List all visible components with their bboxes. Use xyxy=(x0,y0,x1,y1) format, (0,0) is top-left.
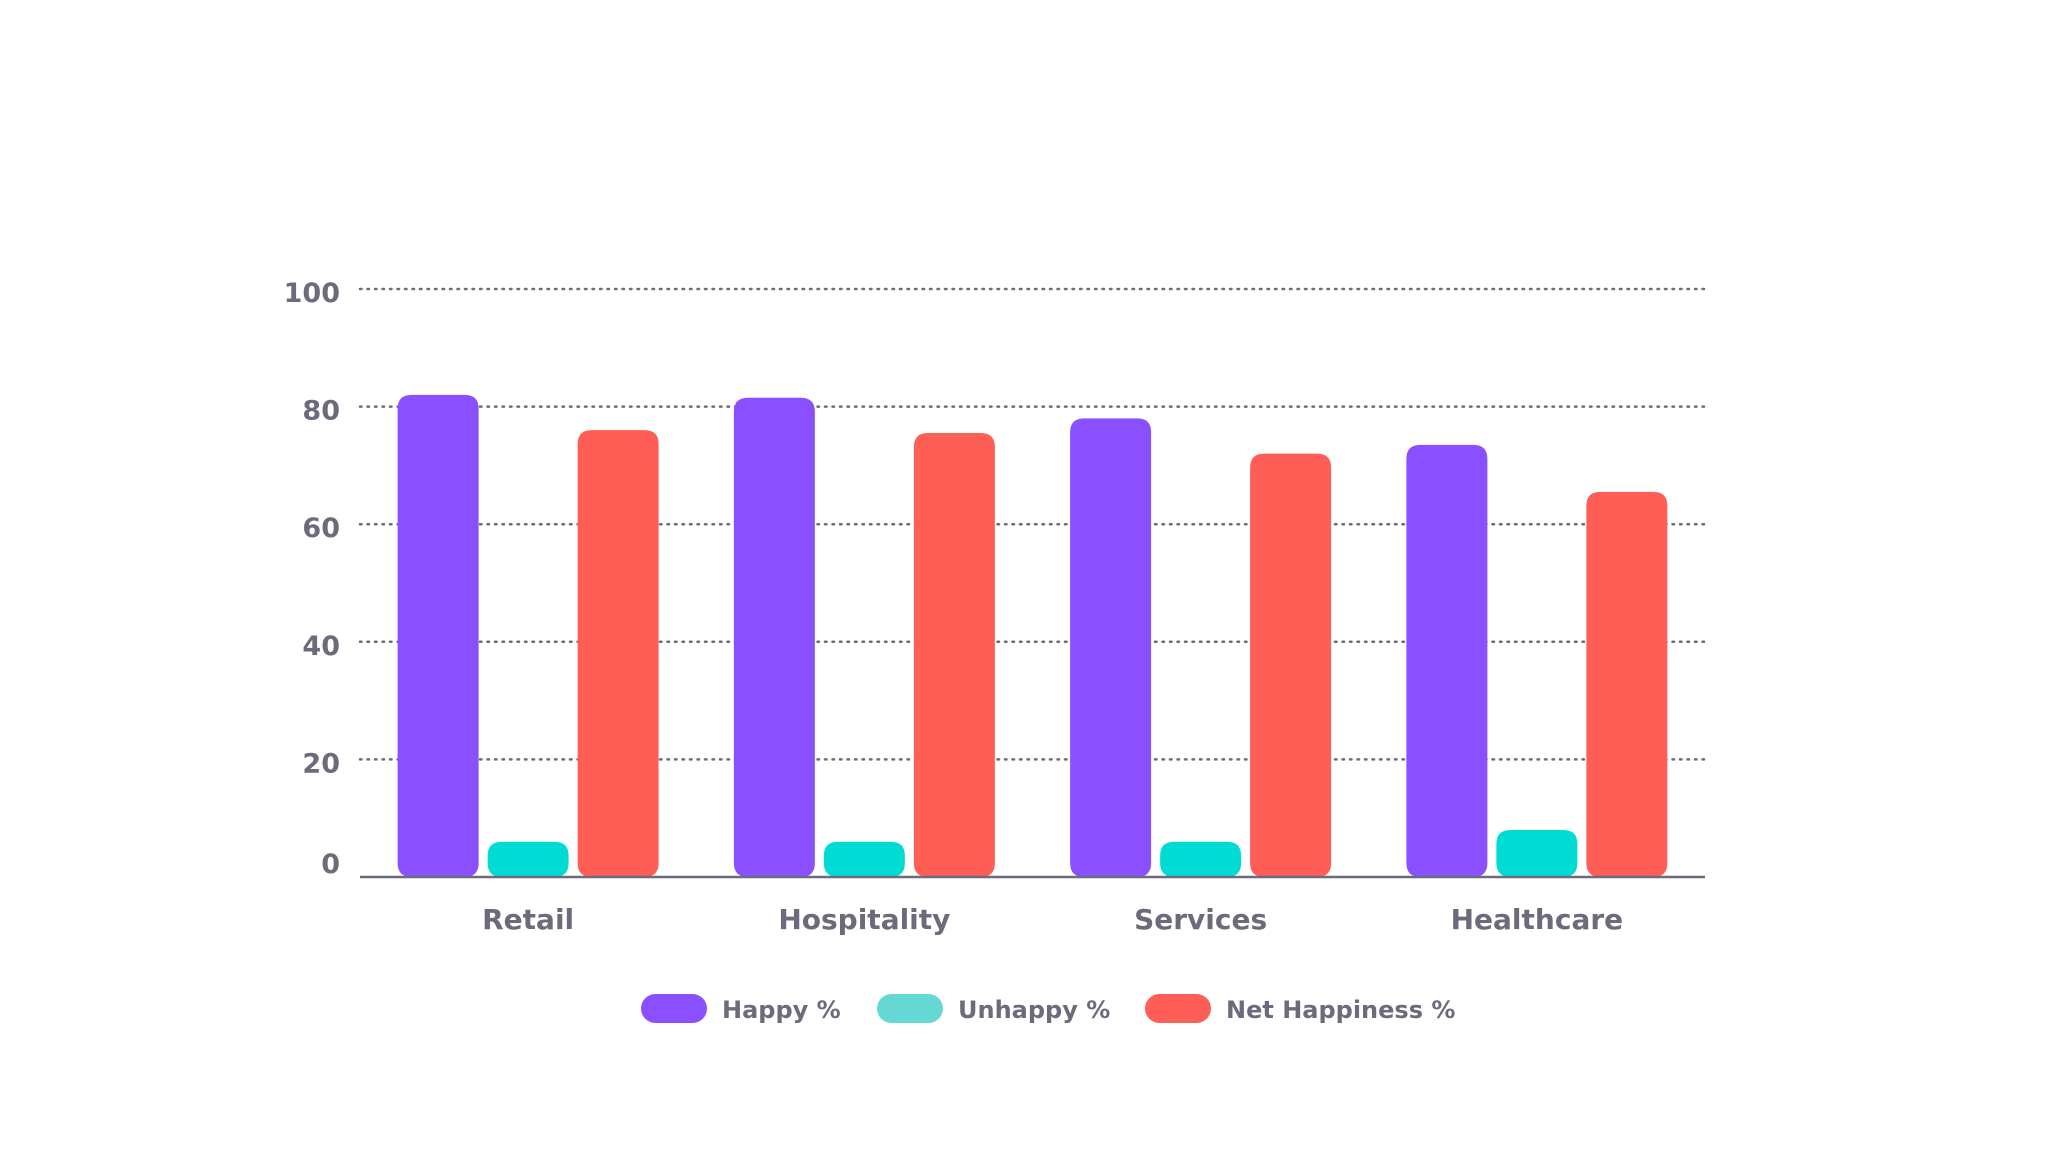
bar-retail-0 xyxy=(397,394,479,877)
bar-healthcare-0 xyxy=(1406,444,1488,877)
legend-swatch xyxy=(1145,994,1211,1023)
x-tick-label: Services xyxy=(1134,903,1267,936)
y-tick-label: 80 xyxy=(302,396,340,427)
x-tick-label: Retail xyxy=(482,903,574,936)
axes: 0 20 40 60 80 100 Retail Hospitality Services Hea… xyxy=(284,278,1705,936)
bar-hospitality-2 xyxy=(913,433,995,877)
y-tick-label: 100 xyxy=(284,278,340,309)
bar-retail-2 xyxy=(577,430,659,877)
legend-label: Unhappy % xyxy=(958,996,1110,1024)
y-tick-label: 0 xyxy=(321,849,340,880)
legend-label: Happy % xyxy=(722,996,841,1024)
legend-item: Happy % xyxy=(641,994,841,1024)
bar-retail-1 xyxy=(487,841,569,877)
x-tick-label: Healthcare xyxy=(1451,903,1624,936)
legend-swatch xyxy=(877,994,943,1023)
legend-swatch xyxy=(641,994,707,1023)
gridlines xyxy=(358,287,1707,761)
y-tick-label: 60 xyxy=(302,513,340,544)
legend-item: Unhappy % xyxy=(877,994,1110,1024)
bar-healthcare-2 xyxy=(1586,491,1668,877)
legend: Happy % Unhappy % Net Happiness % xyxy=(641,994,1455,1024)
x-tick-label: Hospitality xyxy=(778,903,950,936)
bars xyxy=(397,394,1668,877)
legend-item: Net Happiness % xyxy=(1145,994,1455,1024)
bar-services-2 xyxy=(1250,453,1332,877)
y-tick-label: 40 xyxy=(302,631,340,662)
bar-hospitality-1 xyxy=(823,841,905,877)
legend-label: Net Happiness % xyxy=(1226,996,1455,1024)
bar-services-0 xyxy=(1070,418,1152,877)
bar-healthcare-1 xyxy=(1496,829,1578,877)
y-tick-label: 20 xyxy=(302,748,340,779)
bar-services-1 xyxy=(1160,841,1242,877)
bar-hospitality-0 xyxy=(733,397,815,877)
